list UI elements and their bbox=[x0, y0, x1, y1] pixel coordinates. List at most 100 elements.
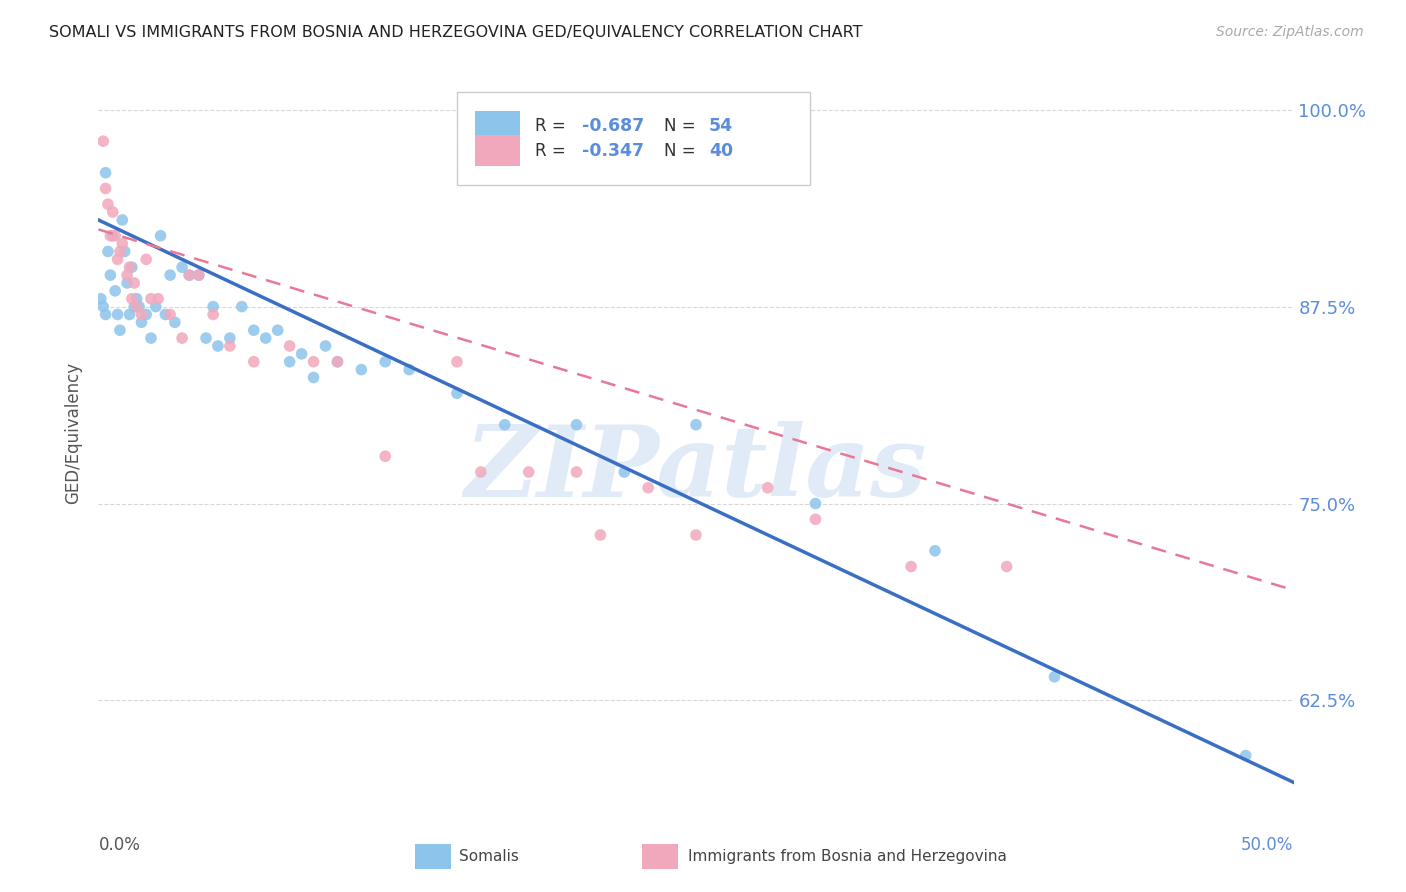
Point bbox=[291, 347, 314, 361]
Point bbox=[589, 528, 612, 542]
Point bbox=[924, 543, 946, 558]
Point bbox=[94, 308, 117, 322]
Point bbox=[565, 465, 588, 479]
Point bbox=[139, 331, 162, 345]
Point bbox=[149, 228, 172, 243]
Point bbox=[326, 355, 349, 369]
Point bbox=[350, 362, 373, 376]
Text: 0.0%: 0.0% bbox=[98, 836, 141, 855]
Point bbox=[104, 284, 127, 298]
Point bbox=[163, 315, 186, 329]
Point bbox=[685, 528, 707, 542]
Point bbox=[685, 417, 707, 432]
Text: R =: R = bbox=[534, 117, 571, 135]
Point bbox=[90, 292, 112, 306]
Text: N =: N = bbox=[664, 117, 700, 135]
Y-axis label: GED/Equivalency: GED/Equivalency bbox=[65, 361, 83, 504]
Point bbox=[179, 268, 201, 282]
Point bbox=[111, 213, 134, 227]
Text: 50.0%: 50.0% bbox=[1241, 836, 1294, 855]
Point bbox=[243, 355, 266, 369]
Point bbox=[101, 228, 124, 243]
Point bbox=[995, 559, 1018, 574]
Point bbox=[148, 292, 170, 306]
Point bbox=[172, 331, 194, 345]
Point bbox=[267, 323, 290, 337]
Point bbox=[135, 308, 157, 322]
Point bbox=[326, 355, 349, 369]
Point bbox=[517, 465, 540, 479]
Point bbox=[124, 300, 146, 314]
Point bbox=[804, 496, 827, 510]
Point bbox=[104, 228, 127, 243]
Point bbox=[172, 260, 194, 275]
Point bbox=[446, 355, 468, 369]
Point bbox=[94, 166, 117, 180]
Point bbox=[101, 205, 124, 219]
Text: R =: R = bbox=[534, 142, 571, 160]
Point bbox=[202, 308, 225, 322]
Point bbox=[159, 308, 181, 322]
Point bbox=[315, 339, 337, 353]
Point bbox=[446, 386, 468, 401]
Point bbox=[187, 268, 209, 282]
Point bbox=[124, 276, 146, 290]
Text: Immigrants from Bosnia and Herzegovina: Immigrants from Bosnia and Herzegovina bbox=[688, 849, 1007, 864]
Point bbox=[107, 252, 129, 267]
Text: Somalis: Somalis bbox=[460, 849, 519, 864]
Point bbox=[118, 308, 141, 322]
Text: N =: N = bbox=[664, 142, 700, 160]
Point bbox=[131, 308, 153, 322]
Point bbox=[108, 323, 131, 337]
Point bbox=[278, 339, 301, 353]
Point bbox=[98, 268, 122, 282]
Point bbox=[139, 292, 162, 306]
Point bbox=[128, 300, 150, 314]
FancyBboxPatch shape bbox=[457, 92, 810, 185]
Point bbox=[302, 355, 325, 369]
Point bbox=[219, 339, 242, 353]
Point bbox=[494, 417, 516, 432]
Point bbox=[1043, 670, 1066, 684]
Text: ZIPatlas: ZIPatlas bbox=[465, 421, 927, 518]
Point bbox=[1234, 748, 1257, 763]
FancyBboxPatch shape bbox=[643, 844, 678, 870]
Point bbox=[900, 559, 922, 574]
Text: SOMALI VS IMMIGRANTS FROM BOSNIA AND HERZEGOVINA GED/EQUIVALENCY CORRELATION CHA: SOMALI VS IMMIGRANTS FROM BOSNIA AND HER… bbox=[49, 25, 863, 40]
Point bbox=[107, 308, 129, 322]
Point bbox=[114, 244, 136, 259]
Point bbox=[159, 268, 181, 282]
Point bbox=[91, 134, 114, 148]
Point bbox=[115, 268, 138, 282]
Text: -0.347: -0.347 bbox=[582, 142, 644, 160]
Point bbox=[145, 300, 167, 314]
Point bbox=[231, 300, 253, 314]
Point bbox=[97, 244, 120, 259]
Point bbox=[254, 331, 277, 345]
Point bbox=[131, 315, 153, 329]
Text: Source: ZipAtlas.com: Source: ZipAtlas.com bbox=[1216, 25, 1364, 39]
Text: 54: 54 bbox=[709, 117, 734, 135]
Point bbox=[94, 181, 117, 195]
Point bbox=[219, 331, 242, 345]
FancyBboxPatch shape bbox=[475, 111, 520, 142]
Point bbox=[804, 512, 827, 526]
Point bbox=[398, 362, 420, 376]
Point bbox=[91, 300, 114, 314]
Point bbox=[278, 355, 301, 369]
Point bbox=[121, 292, 143, 306]
Point bbox=[374, 355, 396, 369]
Point bbox=[202, 300, 225, 314]
Point bbox=[613, 465, 636, 479]
Point bbox=[108, 244, 131, 259]
Point bbox=[125, 292, 148, 306]
Point bbox=[121, 260, 143, 275]
Point bbox=[135, 252, 157, 267]
Point bbox=[111, 236, 134, 251]
Point bbox=[374, 449, 396, 463]
Point bbox=[97, 197, 120, 211]
Point bbox=[125, 300, 148, 314]
Point bbox=[756, 481, 779, 495]
Point bbox=[302, 370, 325, 384]
Point bbox=[565, 417, 588, 432]
